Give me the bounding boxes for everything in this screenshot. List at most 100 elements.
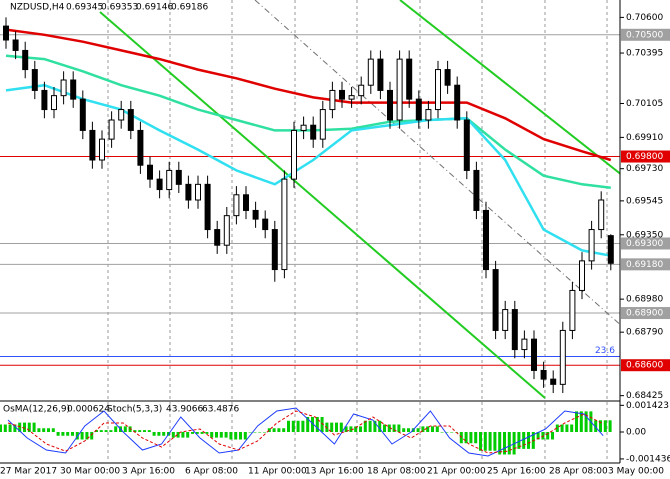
- osma-bar: [90, 432, 94, 440]
- osma-bar: [431, 426, 434, 432]
- candle-body: [31, 69, 38, 91]
- osma-bar: [56, 432, 60, 436]
- osma-bar: [234, 432, 238, 440]
- stoch-name: Stoch(5,3,3): [107, 405, 162, 415]
- osma-bar: [263, 432, 266, 433]
- y-tick-label: 0.70600: [626, 13, 663, 23]
- osma-bar: [61, 432, 65, 436]
- osma-bar: [85, 432, 89, 440]
- osma-bar: [171, 432, 175, 438]
- candle-body: [483, 209, 489, 271]
- osma-bar: [469, 432, 473, 444]
- osma-bar: [522, 432, 526, 449]
- stoch-main-value: 43.9066: [166, 405, 203, 415]
- osma-bar: [229, 432, 233, 440]
- x-tick-label: 3 May 00:00: [608, 467, 664, 477]
- moving-average: [5, 28, 612, 162]
- candle-body: [147, 164, 153, 180]
- candle-body: [339, 89, 345, 100]
- y-tick-label: 0.69730: [626, 164, 663, 174]
- osma-bar: [215, 432, 218, 438]
- osma-bar: [219, 432, 223, 438]
- candle-body: [60, 79, 67, 97]
- candle-body: [204, 183, 211, 231]
- osma-bar: [311, 417, 314, 432]
- candle-body: [367, 58, 374, 86]
- y-tick-label: 0.70395: [626, 49, 663, 59]
- osma-bar: [517, 432, 521, 449]
- oscillator-header: OsMA(12,26,9) 0.000624 Stoch(5,3,3) 43.9…: [3, 405, 239, 415]
- level-label: 0.69300: [626, 239, 663, 249]
- osma-bar: [565, 424, 569, 432]
- osma-bar: [483, 432, 487, 451]
- osma-bar: [579, 411, 583, 432]
- candle-body: [329, 89, 336, 111]
- candle-body: [214, 229, 221, 246]
- osma-bar: [0, 424, 2, 432]
- level-box: [621, 28, 670, 41]
- candle-body: [569, 289, 576, 331]
- osma-bar: [536, 432, 540, 440]
- x-tick-label: 13 Apr 16:00: [305, 467, 364, 477]
- level-label: 0.69800: [626, 152, 663, 162]
- candle-body: [89, 129, 96, 161]
- candle-body: [195, 183, 201, 201]
- x-tick-label: 11 Apr 00:00: [248, 467, 307, 477]
- osma-bar: [133, 430, 137, 432]
- time-axis: 27 Mar 2017 30 Mar 00:00 3 Apr 16:00 6 Apr …: [0, 467, 664, 477]
- osma-bar: [373, 420, 377, 432]
- osma-bar: [383, 424, 386, 432]
- osma-bar: [277, 428, 281, 432]
- osma-bar: [147, 430, 151, 432]
- osma-bar: [445, 432, 449, 433]
- candle-body: [348, 95, 355, 100]
- osma-bar: [95, 430, 98, 432]
- osma-bar: [32, 422, 36, 432]
- osma-bar: [402, 428, 406, 432]
- y-tick-label: 0.68980: [626, 295, 663, 305]
- osma-bar: [200, 432, 204, 434]
- osma-bar: [359, 426, 362, 432]
- osma-bar: [378, 420, 382, 432]
- candle-body: [175, 169, 182, 185]
- candle-body: [463, 119, 470, 171]
- level-box: [621, 359, 670, 372]
- moving-average: [5, 83, 612, 257]
- header-high: 0.69353: [101, 3, 138, 13]
- candle-body: [79, 98, 86, 131]
- osma-bar: [344, 426, 348, 432]
- osma-bar: [584, 411, 588, 432]
- candle-body: [252, 209, 259, 220]
- osma-bar: [315, 417, 319, 432]
- osma-bar: [243, 432, 247, 440]
- y-tick-label: 0.69910: [626, 133, 663, 143]
- osma-bar: [354, 426, 358, 432]
- osma-bar: [387, 424, 391, 432]
- candle-body: [291, 129, 297, 180]
- level-label: 23.6: [595, 346, 615, 356]
- candle-body: [166, 169, 173, 191]
- osma-bar: [8, 424, 12, 432]
- candle-body: [310, 124, 317, 140]
- candle-body: [377, 58, 384, 91]
- osma-bar: [37, 428, 41, 432]
- candle-body: [12, 39, 19, 51]
- candle-body: [521, 338, 528, 351]
- osma-bar: [99, 430, 103, 432]
- osma-bar: [306, 417, 310, 432]
- x-tick-label: 28 Apr 08:00: [549, 467, 608, 477]
- osma-bar: [27, 422, 31, 432]
- osma-bar: [464, 432, 468, 444]
- candle-body: [579, 260, 585, 291]
- osma-bar: [330, 422, 334, 432]
- stoch-signal-value: 63.4876: [202, 405, 239, 415]
- osma-bar: [421, 426, 425, 432]
- osma-bar: [13, 424, 17, 432]
- y-tick-label: 0.00: [626, 428, 646, 438]
- candle-body: [588, 229, 595, 262]
- x-tick-label: 3 Apr 16:00: [122, 467, 175, 477]
- osma-bar: [287, 420, 290, 432]
- osma-bar: [392, 424, 396, 432]
- level-label: 0.69180: [626, 260, 663, 270]
- candle-body: [243, 194, 249, 211]
